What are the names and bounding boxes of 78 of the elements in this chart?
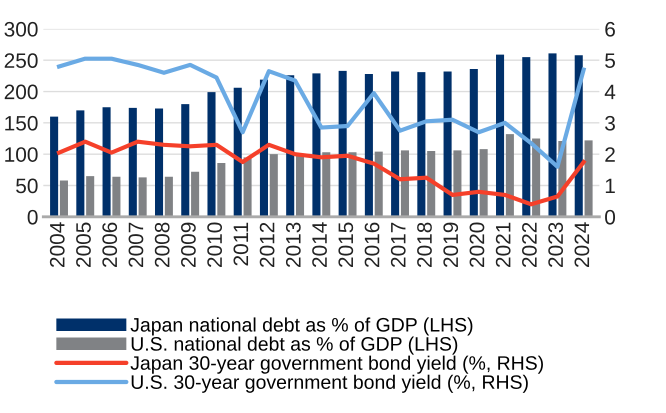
bar xyxy=(453,150,462,217)
y2-tick-label: 2 xyxy=(605,147,615,162)
y-tick-label: 150 xyxy=(5,116,38,131)
bar xyxy=(102,107,111,217)
bar xyxy=(244,157,252,217)
bar xyxy=(128,108,137,217)
bar xyxy=(217,162,226,217)
x-tick-label: 2004 xyxy=(50,222,65,267)
bar xyxy=(50,116,58,217)
x-tick-label: 2014 xyxy=(312,222,327,267)
line-series xyxy=(56,56,586,169)
bar xyxy=(322,152,330,217)
bar xyxy=(155,108,164,217)
y-tick-label: 200 xyxy=(4,84,38,100)
bar xyxy=(374,152,383,217)
x-tick-label: 2015 xyxy=(338,222,354,267)
y2-tick-label: 0 xyxy=(605,210,616,225)
y-tick-label: 100 xyxy=(5,147,38,162)
bar xyxy=(444,72,452,217)
bar xyxy=(400,150,409,217)
x-tick-label: 2005 xyxy=(76,222,91,267)
legend-label: Japan 30-year government bond yield (%, RHS) xyxy=(130,356,543,374)
x-tick-label: 2007 xyxy=(128,222,144,267)
bar xyxy=(427,151,436,217)
line-series xyxy=(56,140,586,206)
x-tick-label: 2024 xyxy=(574,222,590,267)
x-tick-label: 2021 xyxy=(496,222,511,267)
bar xyxy=(348,152,357,217)
x-tick-label: 2016 xyxy=(364,222,380,267)
bar xyxy=(296,154,304,217)
x-tick-label: 2019 xyxy=(443,222,458,267)
bar xyxy=(417,72,426,217)
bar xyxy=(286,75,294,217)
bar xyxy=(480,149,488,217)
bar xyxy=(522,57,530,217)
bar xyxy=(470,69,478,217)
bar xyxy=(207,92,216,217)
y2-tick-label: 3 xyxy=(605,116,615,131)
y-tick-label: 50 xyxy=(16,178,38,194)
legend-label: U.S. national debt as % of GDP (LHS) xyxy=(132,336,458,355)
legend-label: Japan national debt as % of GDP (LHS) xyxy=(130,317,472,336)
bar xyxy=(181,104,190,217)
bar xyxy=(496,54,504,217)
bar xyxy=(138,177,147,217)
bar xyxy=(391,72,400,217)
bar xyxy=(191,172,200,217)
bar xyxy=(338,70,347,217)
y-tick-label: 300 xyxy=(4,22,38,37)
x-tick-label: 2013 xyxy=(286,222,301,267)
x-tick-label: 2023 xyxy=(548,222,564,267)
x-tick-label: 2011 xyxy=(233,222,248,266)
bar xyxy=(76,110,84,217)
legend-label: U.S. 30-year government bond yield (%, RHS) xyxy=(132,374,528,393)
bar xyxy=(112,176,120,217)
bar xyxy=(548,53,557,217)
bar xyxy=(364,74,373,217)
bar xyxy=(164,176,173,217)
y2-tick-label: 5 xyxy=(605,53,615,68)
x-tick-label: 2010 xyxy=(207,222,222,267)
bar xyxy=(270,154,278,217)
y2-tick-label: 4 xyxy=(604,84,616,100)
bar xyxy=(86,176,94,217)
x-tick-label: 2008 xyxy=(154,222,170,267)
x-tick-label: 2006 xyxy=(102,222,118,267)
bar xyxy=(260,80,268,217)
x-tick-label: 2018 xyxy=(417,222,432,267)
x-tick-label: 2012 xyxy=(260,222,274,267)
bar xyxy=(60,180,68,217)
x-tick-label: 2020 xyxy=(470,222,484,267)
y2-tick-label: 6 xyxy=(605,22,615,37)
y-tick-label: 0 xyxy=(28,210,38,225)
bar xyxy=(506,134,514,217)
x-tick-label: 2017 xyxy=(390,222,406,267)
bar xyxy=(584,140,593,217)
y-tick-label: 250 xyxy=(4,53,38,68)
y2-tick-label: 1 xyxy=(606,178,615,194)
x-tick-label: 2009 xyxy=(181,222,196,267)
x-tick-label: 2022 xyxy=(522,222,537,267)
